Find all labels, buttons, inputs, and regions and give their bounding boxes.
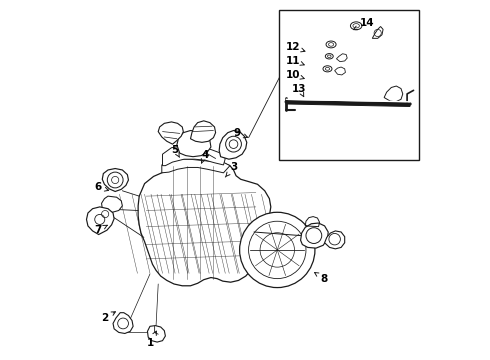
Text: 5: 5: [172, 144, 179, 157]
Text: 1: 1: [147, 331, 156, 348]
Text: 2: 2: [101, 312, 116, 323]
Polygon shape: [191, 121, 216, 142]
Polygon shape: [286, 101, 410, 107]
Text: 7: 7: [94, 225, 107, 235]
Polygon shape: [101, 196, 122, 212]
Polygon shape: [163, 146, 225, 166]
Text: 12: 12: [286, 42, 305, 52]
Polygon shape: [300, 223, 328, 248]
Text: 6: 6: [95, 182, 109, 192]
Polygon shape: [102, 168, 128, 192]
Text: 11: 11: [286, 55, 304, 66]
Bar: [279, 10, 419, 160]
Circle shape: [240, 212, 315, 288]
Polygon shape: [147, 325, 166, 342]
Text: 3: 3: [225, 162, 237, 177]
Polygon shape: [158, 122, 183, 144]
Text: 9: 9: [234, 129, 247, 138]
Polygon shape: [113, 313, 133, 333]
Text: 14: 14: [354, 18, 374, 30]
Polygon shape: [219, 131, 247, 159]
Polygon shape: [177, 131, 211, 157]
Text: 13: 13: [292, 84, 307, 97]
Text: 10: 10: [286, 70, 304, 80]
Text: 4: 4: [201, 150, 209, 163]
Polygon shape: [138, 160, 271, 286]
Text: 8: 8: [315, 273, 327, 284]
Polygon shape: [87, 207, 114, 234]
Polygon shape: [162, 159, 230, 173]
Polygon shape: [324, 231, 344, 249]
